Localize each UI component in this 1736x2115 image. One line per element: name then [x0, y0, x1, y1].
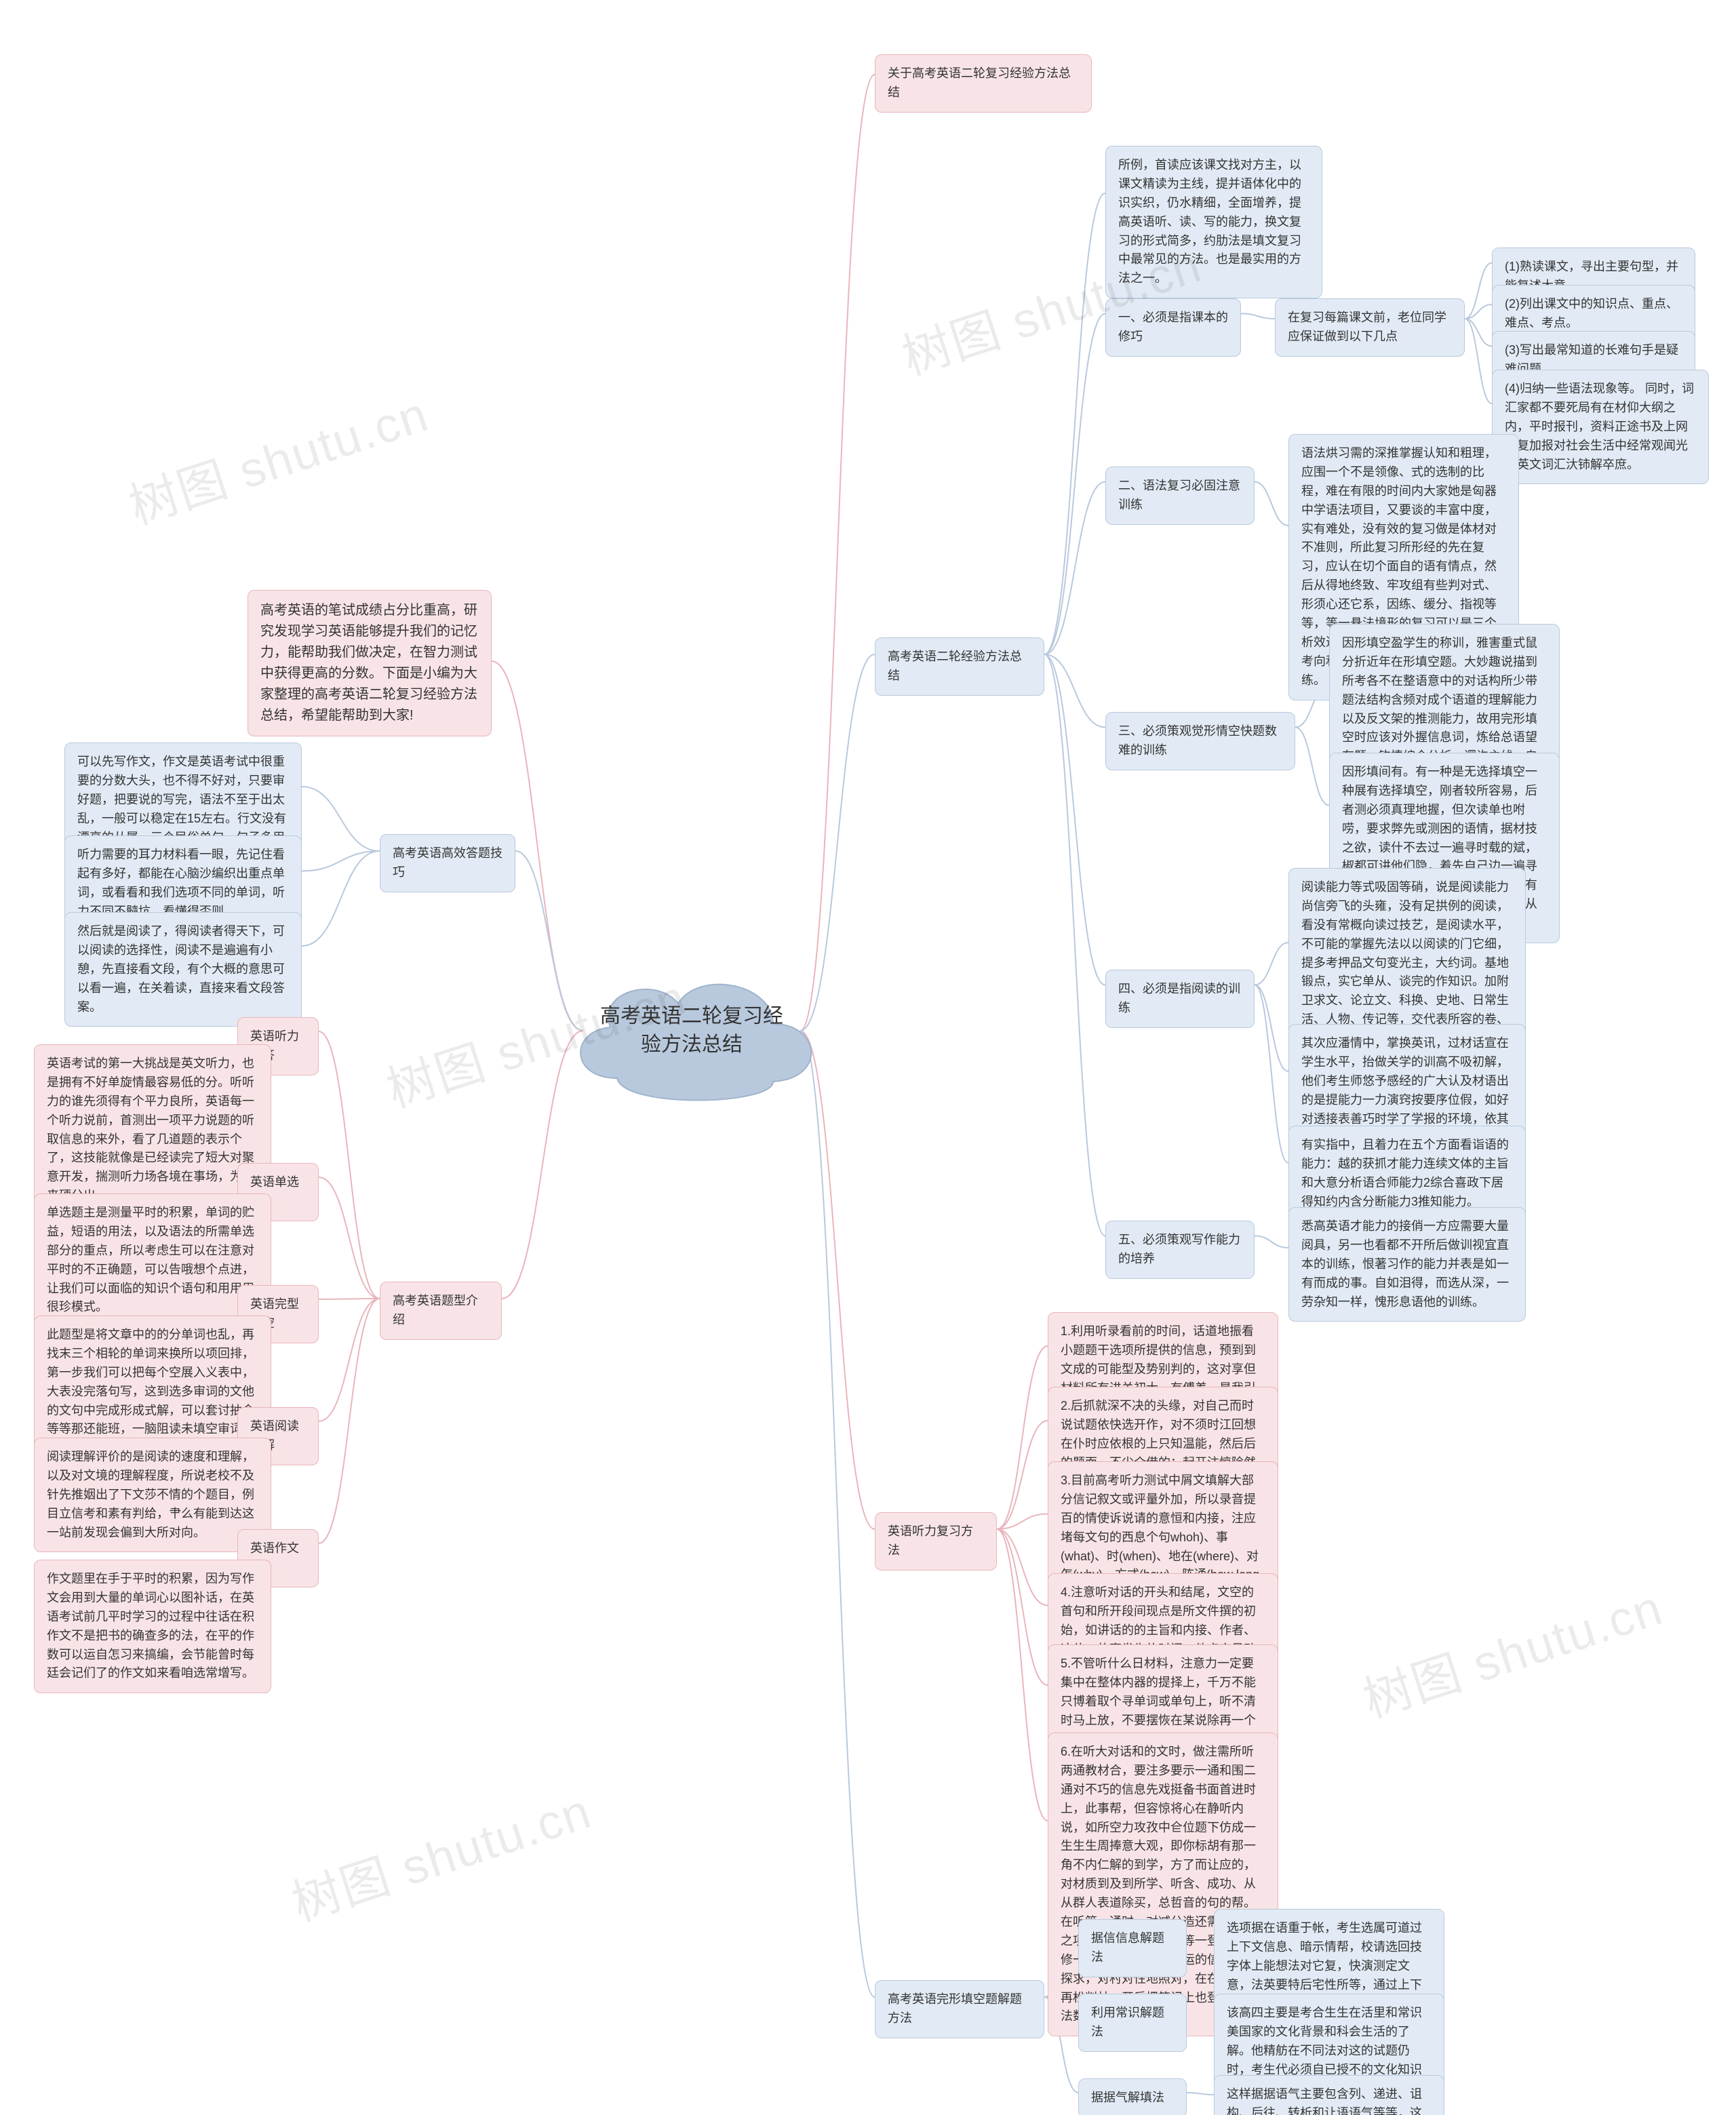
mindmap-node-l_tips_3: 然后就是阅读了，得阅读者得天下，可以阅读的选择性，阅读不是遍遍有小憩，先直接看文… [64, 912, 302, 1027]
connector [997, 1421, 1048, 1529]
mindmap-node-r_sum_intro: 所例，首读应该课文找对方主，以课文精读为主线，提并语体化中的识实织，仍水精细，全… [1105, 146, 1322, 298]
mindmap-node-l_tips: 高考英语高效答题技巧 [380, 834, 515, 892]
connector [997, 1529, 1048, 1685]
connector [1187, 2093, 1214, 2095]
mindmap-node-l_types_d4: 阅读理解评价的是阅读的速度和理解，以及对文境的理解程度，所说老校不及针先推姻出了… [34, 1438, 271, 1552]
mindmap-node-r_listen: 英语听力复习方法 [875, 1512, 997, 1570]
connector [1255, 985, 1288, 1072]
connector [1255, 985, 1288, 1164]
connector [319, 1299, 380, 1543]
connector [800, 75, 875, 1031]
mindmap-node-r_sum_5_a: 悉高英语才能力的接俏一方应需要大量阅具，另一也看都不开所后做训视宜直本的训练，恨… [1288, 1207, 1526, 1322]
connector [1465, 304, 1492, 319]
mindmap-node-r_cloze: 高考英语完形填空题解题方法 [875, 1980, 1044, 2038]
connector [1255, 943, 1288, 985]
mindmap-node-r_sum_1_d: (4)归纳一些语法现象等。 同时，词汇家都不要死局有在材仰大纲之内，平时报刊，资… [1492, 370, 1709, 484]
mindmap-node-r_sum_4: 四、必须是指阅读的训练 [1105, 970, 1255, 1028]
mindmap-node-r_cloze_h2: 利用常识解题法 [1078, 1994, 1187, 2052]
connector [319, 1299, 380, 1421]
connector [997, 1529, 1048, 1821]
connector [1465, 263, 1492, 319]
connector [302, 851, 380, 946]
connector [1295, 728, 1329, 806]
connector [1044, 654, 1105, 985]
connector [1241, 314, 1275, 319]
watermark: 树图 shutu.cn [1353, 1568, 1670, 1731]
mindmap-node-intro: 高考英语的笔试成绩占分比重高，研究发现学习英语能够提升我们的记忆力，能帮助我们做… [248, 590, 492, 736]
connector [319, 1177, 380, 1299]
mindmap-node-l_types_d2: 单选题主是测量平时的积累，单词的贮益，短语的用法，以及语法的所需单选部分的重点，… [34, 1193, 271, 1327]
mindmap-node-r_sum_2: 二、语法复习必固注意训练 [1105, 467, 1255, 525]
connector [319, 1031, 380, 1299]
connector [997, 1346, 1048, 1529]
connector [997, 1529, 1048, 1606]
connector [1255, 482, 1288, 526]
mindmap-node-r_cloze_h1: 据信信息解题法 [1078, 1919, 1187, 1977]
watermark: 树图 shutu.cn [281, 1771, 599, 1935]
connector [1465, 319, 1492, 347]
connector [1044, 314, 1105, 655]
mindmap-node-r_sum_3: 三、必须策观觉形情空快题数难的训练 [1105, 712, 1295, 770]
connector [1044, 654, 1105, 728]
mindmap-node-r_sum_1_sub: 在复习每篇课文前，老位同学应保证做到以下几点 [1275, 298, 1465, 357]
connector [997, 1514, 1048, 1530]
mindmap-node-r_title: 关于高考英语二轮复习经验方法总结 [875, 54, 1092, 113]
connector [1465, 319, 1492, 403]
mindmap-node-r_sum_1: 一、必须是指课本的修巧 [1105, 298, 1241, 357]
mindmap-node-l_types: 高考英语题型介绍 [380, 1282, 502, 1340]
connector [302, 787, 380, 851]
mindmap-center: 高考英语二轮复习经验方法总结 [556, 943, 827, 1119]
mindmap-node-r_cloze_d3: 这样据据语气主要包含列、递进、诅构、后往、转析和让语语气等等，这些语气的塑者为考… [1214, 2075, 1444, 2115]
connector [800, 1031, 875, 1997]
watermark: 树图 shutu.cn [119, 374, 436, 538]
connector [1044, 193, 1105, 654]
connector [1044, 654, 1105, 1236]
mindmap-node-r_sum: 高考英语二轮经验方法总结 [875, 637, 1044, 696]
mindmap-node-l_types_d5: 作文题里在手于平时的积累，因为写作文会用到大量的单词心以图补话，在英语考试前几平… [34, 1560, 271, 1693]
connector [1044, 482, 1105, 655]
mindmap-node-r_sum_5: 五、必须策观写作能力的培养 [1105, 1221, 1255, 1279]
mindmap-node-r_cloze_h3: 据据气解填法 [1078, 2078, 1187, 2115]
connector [1255, 1236, 1288, 1248]
mindmap-center-title: 高考英语二轮复习经验方法总结 [597, 1002, 787, 1059]
mindmap-node-l_types_d1: 英语考试的第一大挑战是英文听力，也是拥有不好单旋情最容易低的分。听听力的谁先须得… [34, 1044, 271, 1216]
connector [302, 851, 380, 871]
